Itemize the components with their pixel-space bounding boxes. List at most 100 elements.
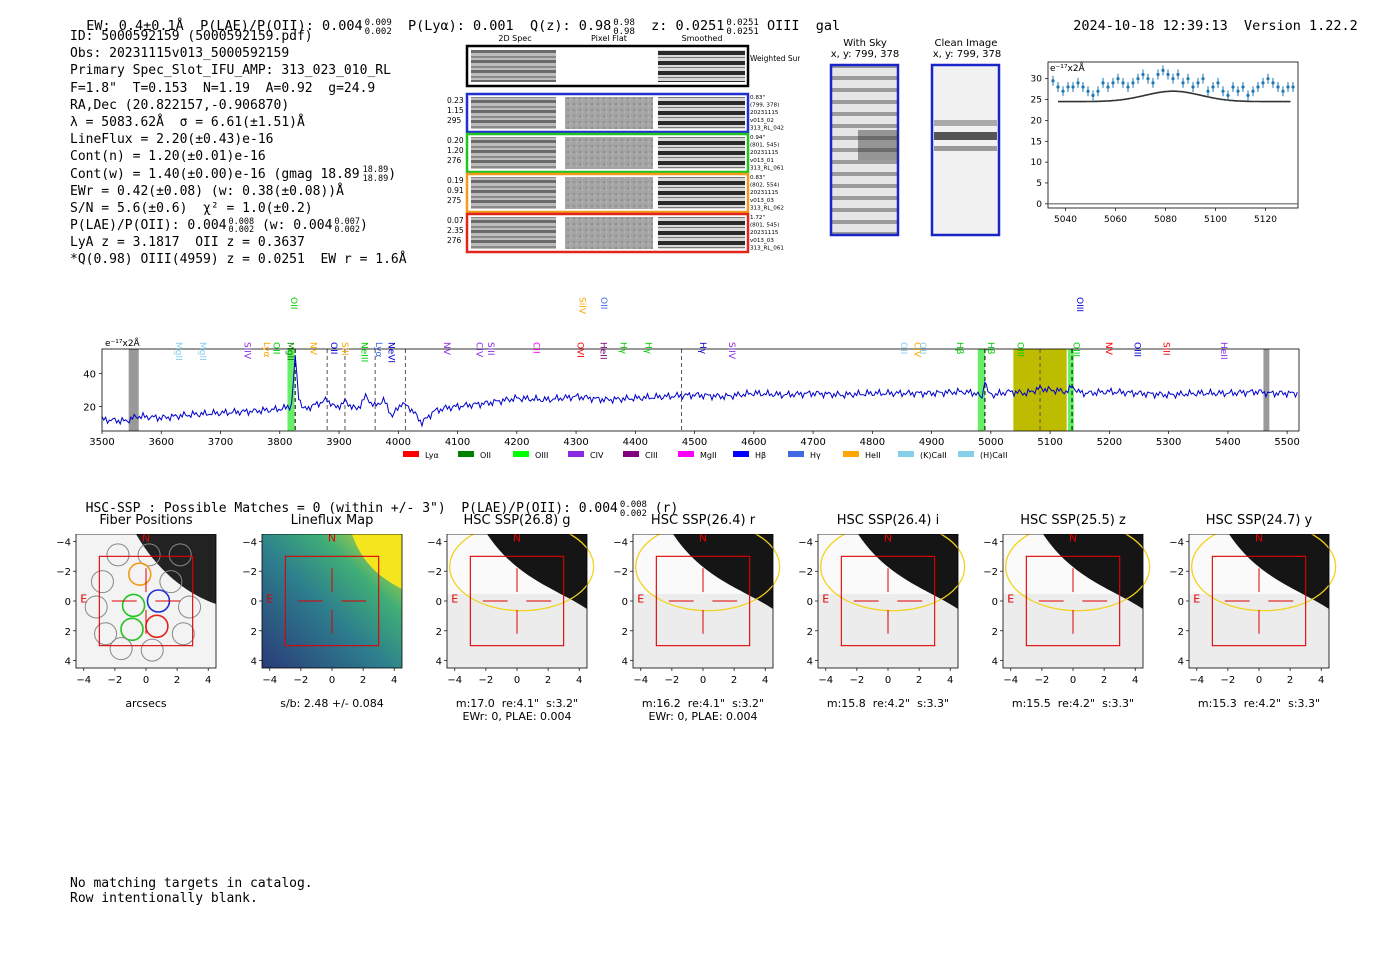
zoom-point-44 bbox=[1271, 81, 1275, 85]
hsc-panel-caption-1: s/b: 2.48 +/- 0.084 bbox=[280, 697, 384, 710]
spec-line-label-7: NV bbox=[308, 342, 318, 356]
spec-line-label-33: NV bbox=[1103, 342, 1113, 356]
spec-mask-right bbox=[1263, 349, 1270, 431]
hsc-xtick-label-6-4: 4 bbox=[1318, 675, 1324, 686]
hsc-xtick-label-2-2: 0 bbox=[514, 675, 520, 686]
hsc-xtick-label-5-3: 2 bbox=[1101, 675, 1107, 686]
spec-line-label-36: HeII bbox=[1218, 342, 1228, 360]
zoom-point-28 bbox=[1191, 85, 1195, 89]
zoom-point-26 bbox=[1181, 81, 1185, 85]
hsc-source-5 bbox=[1043, 534, 1143, 609]
hsc-xtick-label-1-0: −4 bbox=[262, 675, 277, 686]
hsc-xtick-label-2-1: −2 bbox=[479, 675, 494, 686]
fiber-circle-9 bbox=[178, 595, 202, 619]
spectrum-chart: e⁻¹⁷x2Å 20 40 3500 3600 3700 3800 3900 4000 4100 4… bbox=[83, 297, 1300, 460]
hsc-east-label-6: E bbox=[1193, 592, 1200, 605]
spec-legend-swatch-3 bbox=[568, 451, 584, 457]
hsc-xtick-label-1-1: −2 bbox=[294, 675, 309, 686]
zoom-point-48 bbox=[1291, 85, 1295, 89]
spec-xtick-label-7: 4200 bbox=[504, 437, 529, 448]
with-sky-source bbox=[858, 130, 898, 160]
spec-xtick-label-8: 4300 bbox=[563, 437, 588, 448]
hsc-aperture-box-5 bbox=[1025, 555, 1121, 647]
cutout-row-0-left-0: 0.23 bbox=[447, 96, 464, 105]
hsc-xtick-label-6-3: 2 bbox=[1287, 675, 1293, 686]
fiber-circle-3 bbox=[90, 570, 114, 594]
fiber-circle-15 bbox=[140, 638, 164, 662]
spec-line-label-10: NeIII bbox=[359, 342, 369, 362]
zoom-point-33 bbox=[1216, 81, 1220, 85]
hsc-xtick-label-4-1: −2 bbox=[850, 675, 865, 686]
cutout-row-2-right-1: (802, 554) bbox=[750, 183, 779, 189]
hsc-east-label-0: E bbox=[80, 592, 87, 605]
spec-unit-label: e⁻¹⁷x2Å bbox=[105, 337, 141, 349]
fiber-circle-12 bbox=[120, 617, 144, 642]
header-plae-hi: 0.009 bbox=[364, 18, 392, 28]
hsc-ytick-label-0-2: 0 bbox=[65, 597, 71, 608]
cutout-row-smooth-1 bbox=[658, 137, 745, 169]
hsc-east-label-4: E bbox=[822, 592, 829, 605]
zoom-point-0 bbox=[1051, 79, 1055, 83]
zoom-point-31 bbox=[1206, 89, 1210, 93]
zoom-xtick-label-3: 5100 bbox=[1204, 215, 1227, 225]
spec-xtick-label-16: 5100 bbox=[1037, 437, 1062, 448]
cutout-row-0-right-2: 20231115 bbox=[750, 110, 779, 116]
cutout-row-1-right-1: (801, 545) bbox=[750, 143, 779, 149]
spec-line-label-25: OII bbox=[898, 342, 908, 354]
spec-legend-swatch-1 bbox=[458, 451, 474, 457]
zoom-point-14 bbox=[1121, 81, 1125, 85]
cutout-row-3-left-0: 0.07 bbox=[447, 216, 464, 225]
zoom-point-8 bbox=[1091, 93, 1095, 97]
cutout-row-2d-3 bbox=[471, 217, 556, 249]
hsc-north-label-2: N bbox=[513, 534, 521, 544]
info-plae-w-lo: 0.002 bbox=[334, 225, 361, 236]
hsc-xtick-label-6-0: −4 bbox=[1189, 675, 1204, 686]
hsc-panel-2: N E 4 −4 2 −2 0 0 −2 2 −4 4 bbox=[427, 534, 595, 686]
spec-line-label-2: SiIV bbox=[241, 342, 251, 360]
info-primary: Primary Spec_Slot_IFU_AMP: 313_023_010_R… bbox=[70, 63, 391, 79]
zoom-point-25 bbox=[1176, 72, 1180, 77]
fiber-circle-14 bbox=[109, 637, 133, 661]
hsc-ellipse-3 bbox=[635, 534, 781, 612]
hsc-panel-caption2-2: EWr: 0, PLAE: 0.004 bbox=[462, 710, 572, 723]
cutout-row-1-right-4: 313_RL_061 bbox=[750, 165, 784, 171]
zoom-point-2 bbox=[1061, 89, 1065, 93]
hsc-panel-caption-0: arcsecs bbox=[125, 697, 167, 710]
spec-line-label-21: Hγ bbox=[618, 342, 628, 355]
zoom-point-4 bbox=[1071, 85, 1075, 89]
spec-line-label-27: OII bbox=[917, 342, 927, 354]
spec-line-label-11: Lyα bbox=[373, 342, 383, 358]
hsc-ytick-label-6-0: 4 bbox=[1178, 657, 1184, 668]
zoom-point-36 bbox=[1231, 85, 1235, 89]
hsc-ytick-label-2-3: −2 bbox=[427, 567, 442, 578]
header-z: z: 0.0251 bbox=[651, 18, 725, 34]
cutout-row-3-right-1: (801, 545) bbox=[750, 223, 779, 229]
spec-line-label-23: Hγ bbox=[697, 342, 707, 355]
info-lya-z: LyA z = 3.1817 OII z = 0.3637 bbox=[70, 235, 305, 251]
spec-line-label-12: NeVI bbox=[385, 342, 395, 363]
hsc-ytick-label-6-2: 0 bbox=[1178, 597, 1184, 608]
spec-line-label-29: Hβ bbox=[985, 342, 995, 355]
hsc-ytick-label-3-3: −2 bbox=[613, 567, 628, 578]
spec-legend-label-7: Hγ bbox=[810, 451, 821, 460]
spec-legend-label-5: MgII bbox=[700, 451, 717, 460]
hsc-aperture-box-6 bbox=[1211, 555, 1307, 647]
spec-line-label-35: SiII bbox=[1160, 342, 1170, 356]
spec-ytick-label-1: 40 bbox=[83, 370, 96, 381]
header-ew: EW: 0.4±0.1Å bbox=[86, 18, 184, 34]
cutout-row-1-left-2: 276 bbox=[447, 156, 462, 165]
hsc-east-label-3: E bbox=[637, 592, 644, 605]
hsc-ytick-label-1-0: 4 bbox=[251, 657, 257, 668]
spec-line-label-18: OVI bbox=[574, 342, 584, 358]
cutout-row-0-right-3: v013_02 bbox=[750, 118, 774, 124]
spec-legend-swatch-8 bbox=[843, 451, 859, 457]
zoom-xtick-label-2: 5080 bbox=[1154, 215, 1177, 225]
spec-legend-label-9: (K)CaII bbox=[920, 451, 947, 460]
lineflux-bright bbox=[352, 534, 402, 589]
cutout-row-2d-0 bbox=[471, 97, 556, 129]
hsc-source-6 bbox=[1229, 534, 1329, 609]
zoom-point-15 bbox=[1126, 85, 1130, 89]
cutout-row-flat-1 bbox=[565, 137, 653, 169]
zoom-point-10 bbox=[1101, 81, 1105, 85]
cutout-row-2d-1 bbox=[471, 137, 556, 169]
